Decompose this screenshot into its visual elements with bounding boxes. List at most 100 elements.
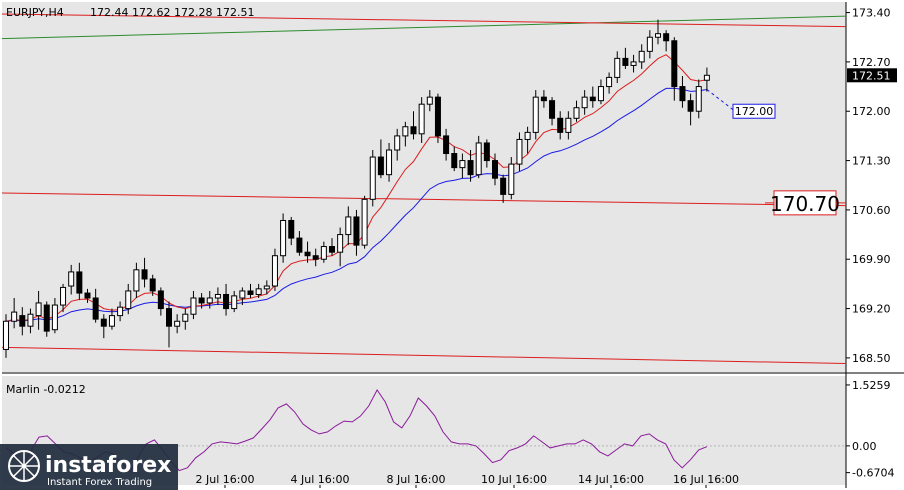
candle [630, 54, 637, 73]
candle [475, 135, 482, 179]
candle [27, 308, 34, 334]
candle [68, 264, 75, 295]
bullish-candle-body [695, 86, 702, 112]
candle [117, 301, 124, 322]
candle [418, 97, 425, 143]
candle [92, 288, 99, 323]
bullish-candle-body [108, 315, 115, 327]
support-level-label: 170.70 [770, 192, 840, 216]
time-tick-label: 2 Jul 16:00 [196, 473, 255, 486]
bearish-candle-body [353, 216, 360, 246]
bullish-candle-body [646, 36, 653, 52]
bullish-candle-body [573, 107, 580, 119]
bullish-candle-body [337, 234, 344, 253]
candle [581, 90, 588, 115]
candle [141, 257, 148, 288]
bearish-candle-body [589, 96, 596, 102]
candle [174, 314, 181, 334]
candle [434, 93, 441, 143]
bullish-candle-body [182, 313, 189, 322]
bearish-candle-body [410, 126, 417, 135]
bullish-candle-body [11, 311, 18, 322]
candle [369, 150, 376, 207]
candle [296, 231, 303, 256]
bullish-candle-body [320, 246, 327, 260]
bullish-candle-body [394, 135, 401, 151]
candle [108, 308, 115, 330]
bullish-candle-body [630, 61, 637, 66]
bullish-candle-body [524, 131, 531, 140]
bearish-candle-body [157, 290, 164, 310]
candle [573, 100, 580, 122]
candle [329, 238, 335, 256]
bullish-candle-body [27, 313, 34, 327]
candle [166, 301, 172, 348]
lower-red-trendline [1, 346, 847, 365]
candle [271, 248, 278, 291]
candle [386, 142, 393, 182]
indicator-tick-label: 1.5259 [852, 379, 891, 392]
bullish-candle-body [508, 163, 515, 195]
bullish-candle-body [532, 96, 539, 133]
indicator-tick-label: 0.00 [852, 440, 877, 453]
price-tick-label: 169.90 [852, 253, 891, 266]
candle [557, 111, 564, 140]
bearish-candle-body [679, 86, 686, 102]
candle [646, 30, 653, 59]
bearish-candle-body [84, 292, 91, 299]
bullish-candle-body [280, 219, 287, 257]
bullish-candle-body [206, 297, 213, 304]
candle [223, 283, 230, 316]
candle [524, 126, 531, 154]
time-tick-label: 16 Jul 16:00 [673, 473, 739, 486]
bullish-candle-body [369, 156, 376, 200]
price-tick-label: 172.70 [852, 56, 891, 69]
bearish-candle-body [247, 290, 254, 295]
upper-red-trendline [1, 13, 847, 28]
bullish-candle-body [565, 117, 572, 133]
bullish-candle-body [239, 290, 246, 299]
candle [663, 30, 670, 52]
bullish-candle-body [386, 149, 393, 176]
candle [125, 283, 132, 315]
bullish-candle-body [214, 293, 221, 299]
bullish-candle-body [255, 288, 262, 295]
candle [451, 146, 458, 172]
bearish-candle-body [312, 255, 319, 260]
bearish-candle-body [141, 269, 148, 280]
candle [565, 111, 572, 140]
bullish-candle-body [418, 103, 425, 135]
indicator-label: Marlin -0.0212 [6, 383, 86, 396]
time-tick-label: 10 Jul 16:00 [481, 473, 547, 486]
candle [540, 90, 547, 108]
support-level-box [773, 190, 837, 216]
bullish-candle-body [516, 138, 523, 165]
candle [410, 111, 417, 140]
bearish-candle-body [223, 293, 230, 310]
current-price-label: 172.51 [852, 69, 891, 82]
bullish-candle-body [133, 269, 140, 292]
candle [11, 298, 18, 329]
candle [312, 248, 319, 267]
bullish-candle-body [459, 160, 466, 169]
bullish-candle-body [655, 33, 661, 38]
price-pane[interactable] [2, 2, 846, 372]
current-price-tag [847, 68, 897, 83]
target-level-box [732, 103, 776, 119]
bearish-candle-body [76, 271, 83, 294]
bullish-candle-body [35, 302, 42, 317]
candle [231, 290, 238, 313]
bearish-candle-body [377, 156, 384, 176]
brand-logo: instaforex Instant Forex Trading [0, 444, 178, 490]
price-tick-label: 173.40 [852, 7, 891, 20]
bearish-candle-body [540, 96, 547, 102]
bullish-candle-body [68, 271, 75, 287]
time-tick-label: 14 Jul 16:00 [578, 473, 644, 486]
bearish-candle-body [43, 304, 50, 332]
bullish-candle-body [174, 320, 181, 327]
bearish-candle-body [288, 219, 295, 239]
bearish-candle-body [500, 177, 507, 195]
candle [304, 241, 311, 263]
